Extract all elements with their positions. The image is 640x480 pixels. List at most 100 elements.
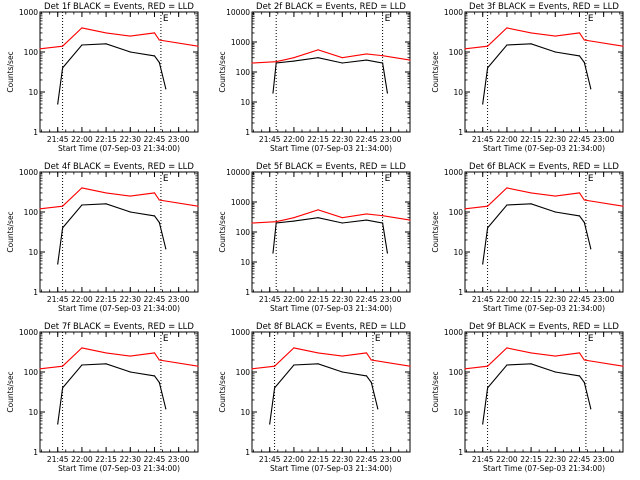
data-point-lld <box>370 359 372 361</box>
data-point-events <box>365 375 368 377</box>
data-point-lld <box>381 55 384 57</box>
data-point-lld <box>81 27 83 29</box>
data-point-events <box>590 248 592 250</box>
y-tick-label: 1000 <box>19 168 38 177</box>
data-point-events <box>590 408 592 410</box>
y-tick-label: 1 <box>33 128 38 137</box>
series-line-lld <box>251 347 411 370</box>
y-tick-label: 10 <box>28 408 38 417</box>
data-point-lld <box>61 205 64 207</box>
x-tick-label: 21:45 <box>47 135 69 144</box>
time-marker-label: E <box>375 334 381 344</box>
y-tick-label: 10 <box>240 98 250 107</box>
y-tick-label: 100 <box>449 48 464 57</box>
data-point-events <box>530 203 532 205</box>
x-axis-label: Start Time (07-Sep-03 21:34:00) <box>483 464 605 473</box>
data-point-events <box>578 215 581 217</box>
x-tick-label: 21:45 <box>472 135 494 144</box>
data-point-lld <box>583 39 585 41</box>
x-axis-label: Start Time (07-Sep-03 21:34:00) <box>483 144 605 153</box>
x-axis-label: Start Time (07-Sep-03 21:34:00) <box>270 144 392 153</box>
chart-panel-3: Det 3f BLACK = Events, RED = LLD 1 10 100 10… <box>431 2 624 153</box>
data-point-lld <box>293 57 295 59</box>
y-tick-label: 100 <box>236 68 251 77</box>
data-point-events <box>506 204 508 206</box>
chart-title: Det 7f BLACK = Events, RED = LLD <box>44 322 194 332</box>
y-tick-label: 1 <box>458 448 463 457</box>
data-point-lld <box>153 352 156 354</box>
chart-panel-8: Det 8f BLACK = Events, RED = LLD 1 10 100 10… <box>218 322 411 473</box>
series-line-events <box>269 363 379 425</box>
x-tick-label: 23:00 <box>168 455 190 464</box>
x-tick-label: 22:00 <box>283 455 305 464</box>
data-point-lld <box>273 365 276 367</box>
x-tick-label: 23:00 <box>168 135 190 144</box>
data-point-lld <box>158 199 160 201</box>
data-point-lld <box>622 45 624 47</box>
y-axis-label: Counts/sec <box>218 371 227 412</box>
data-point-events <box>381 62 384 64</box>
x-tick-label: 22:30 <box>331 135 353 144</box>
y-tick-label: 10000 <box>226 168 250 177</box>
data-point-events <box>129 211 131 213</box>
y-tick-label: 10 <box>28 88 38 97</box>
data-point-lld <box>81 187 83 189</box>
data-point-lld <box>530 192 532 194</box>
data-point-lld <box>409 365 411 367</box>
x-tick-label: 22:15 <box>307 135 329 144</box>
data-point-lld <box>61 365 64 367</box>
data-point-events <box>530 43 532 45</box>
series-line-lld <box>251 49 411 64</box>
data-point-lld <box>464 368 466 370</box>
data-point-lld <box>341 57 343 59</box>
data-point-events <box>341 62 343 64</box>
y-axis-label: Counts/sec <box>6 51 15 92</box>
data-point-lld <box>365 53 368 55</box>
x-tick-label: 22:30 <box>544 455 566 464</box>
data-point-lld <box>251 62 253 64</box>
x-axis-label: Start Time (07-Sep-03 21:34:00) <box>270 464 392 473</box>
y-tick-label: 1000 <box>231 38 250 47</box>
y-tick-label: 1000 <box>19 328 38 337</box>
data-point-events <box>578 375 581 377</box>
data-point-lld <box>381 215 384 217</box>
x-tick-label: 23:00 <box>593 295 615 304</box>
chart-title: Det 5f BLACK = Events, RED = LLD <box>256 162 406 172</box>
data-point-lld <box>578 192 581 194</box>
chart-title: Det 2f BLACK = Events, RED = LLD <box>256 2 406 12</box>
data-point-lld <box>275 61 277 63</box>
data-point-lld <box>251 222 253 224</box>
data-point-events <box>272 252 274 254</box>
y-axis-label: Counts/sec <box>218 51 227 92</box>
x-tick-label: 22:30 <box>119 295 141 304</box>
y-tick-label: 100 <box>24 208 39 217</box>
data-point-lld <box>61 45 64 47</box>
y-tick-label: 100 <box>24 368 39 377</box>
x-tick-label: 21:45 <box>259 295 281 304</box>
x-tick-label: 22:15 <box>95 455 117 464</box>
data-point-events <box>105 363 107 365</box>
chart-panel-4: Det 4f BLACK = Events, RED = LLD 1 10 100 10… <box>6 162 199 313</box>
y-axis-label: Counts/sec <box>431 211 440 252</box>
data-point-events <box>105 43 107 45</box>
y-tick-label: 1000 <box>444 328 463 337</box>
y-tick-label: 10 <box>453 248 463 257</box>
data-point-events <box>158 381 160 383</box>
data-point-events <box>341 371 343 373</box>
data-point-events <box>57 423 59 425</box>
data-point-lld <box>197 365 199 367</box>
series-line-lld <box>39 347 199 370</box>
data-point-events <box>293 220 295 222</box>
y-tick-label: 10 <box>240 258 250 267</box>
data-point-lld <box>409 59 411 61</box>
x-tick-label: 21:45 <box>472 455 494 464</box>
data-point-events <box>158 61 160 63</box>
y-tick-label: 1 <box>245 288 250 297</box>
y-tick-label: 10 <box>453 88 463 97</box>
data-point-events <box>269 423 271 425</box>
data-point-events <box>590 88 592 90</box>
y-axis-label: Counts/sec <box>218 211 227 252</box>
x-tick-label: 21:45 <box>47 455 69 464</box>
data-point-lld <box>530 352 532 354</box>
data-point-events <box>317 217 319 219</box>
